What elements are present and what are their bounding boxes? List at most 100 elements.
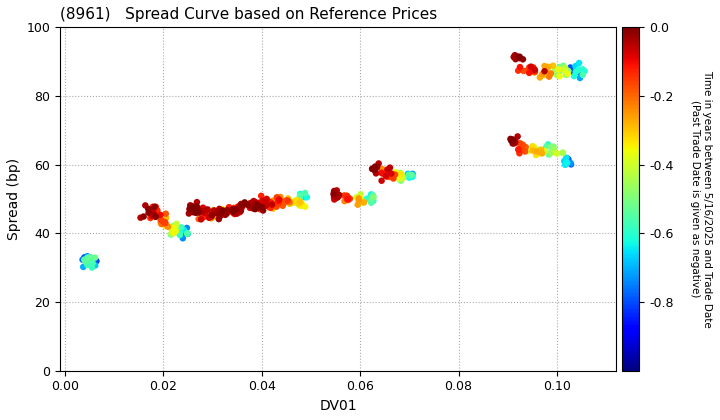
Point	[201, 207, 212, 213]
Point	[565, 160, 577, 167]
Point	[564, 64, 576, 71]
Point	[369, 167, 381, 174]
Point	[577, 66, 588, 73]
Point	[509, 52, 521, 58]
Point	[525, 63, 536, 70]
Point	[548, 143, 559, 150]
Point	[228, 206, 239, 213]
Point	[156, 217, 167, 224]
Point	[150, 213, 162, 220]
Point	[559, 162, 571, 168]
Point	[519, 148, 531, 155]
Point	[230, 206, 242, 213]
Point	[207, 210, 219, 216]
Point	[568, 73, 580, 79]
Point	[342, 195, 354, 202]
Point	[256, 204, 268, 210]
Point	[541, 69, 553, 76]
Point	[203, 209, 215, 215]
Point	[328, 196, 340, 203]
Point	[170, 226, 181, 233]
Point	[406, 171, 418, 178]
Point	[265, 198, 276, 205]
Point	[87, 260, 99, 266]
Point	[174, 231, 186, 238]
Point	[250, 199, 261, 205]
Point	[140, 202, 151, 209]
Point	[544, 72, 556, 79]
Point	[159, 219, 171, 226]
Point	[366, 191, 377, 198]
Point	[155, 212, 166, 218]
Point	[160, 220, 171, 226]
Point	[191, 205, 202, 212]
Point	[84, 254, 95, 261]
Point	[539, 68, 550, 75]
Point	[170, 228, 181, 234]
Point	[513, 147, 524, 153]
Point	[288, 199, 300, 205]
Point	[261, 198, 272, 205]
Point	[517, 142, 528, 148]
Point	[246, 204, 258, 210]
Point	[403, 173, 415, 180]
Point	[380, 173, 392, 179]
Point	[192, 205, 203, 212]
Point	[236, 204, 248, 210]
Point	[542, 65, 554, 72]
Point	[391, 171, 402, 178]
Point	[284, 199, 295, 205]
Point	[296, 200, 307, 207]
Point	[215, 210, 226, 216]
Point	[228, 208, 239, 215]
Point	[546, 143, 557, 150]
Point	[395, 171, 406, 177]
Point	[507, 136, 518, 143]
Point	[234, 209, 246, 215]
Point	[214, 211, 225, 218]
Point	[148, 205, 159, 212]
Point	[294, 198, 305, 205]
Point	[254, 203, 266, 210]
Point	[508, 140, 520, 147]
Point	[280, 197, 292, 204]
Point	[559, 67, 571, 74]
Point	[237, 202, 248, 208]
Point	[557, 149, 569, 156]
Point	[170, 222, 181, 228]
Point	[553, 66, 564, 73]
Point	[148, 211, 159, 218]
Point	[232, 205, 243, 212]
Point	[377, 170, 388, 177]
Point	[228, 210, 240, 216]
Point	[82, 256, 94, 263]
Point	[181, 225, 193, 231]
Point	[536, 71, 548, 77]
Point	[546, 149, 557, 155]
Point	[567, 69, 579, 76]
Point	[145, 215, 156, 221]
Point	[365, 197, 377, 204]
Point	[186, 207, 197, 213]
Point	[551, 150, 562, 157]
Point	[269, 198, 281, 205]
Point	[80, 256, 91, 263]
Point	[300, 203, 311, 210]
Point	[83, 255, 94, 261]
Point	[83, 255, 94, 262]
Point	[143, 209, 155, 216]
Point	[197, 214, 209, 221]
Point	[513, 146, 524, 152]
Point	[181, 230, 193, 237]
Point	[528, 147, 540, 154]
Point	[531, 152, 542, 158]
Point	[527, 147, 539, 154]
Point	[354, 197, 365, 204]
Point	[294, 192, 306, 199]
Point	[212, 207, 224, 214]
Point	[557, 64, 569, 71]
Point	[145, 210, 156, 217]
Point	[557, 63, 569, 69]
Point	[367, 197, 379, 204]
Point	[367, 192, 379, 199]
